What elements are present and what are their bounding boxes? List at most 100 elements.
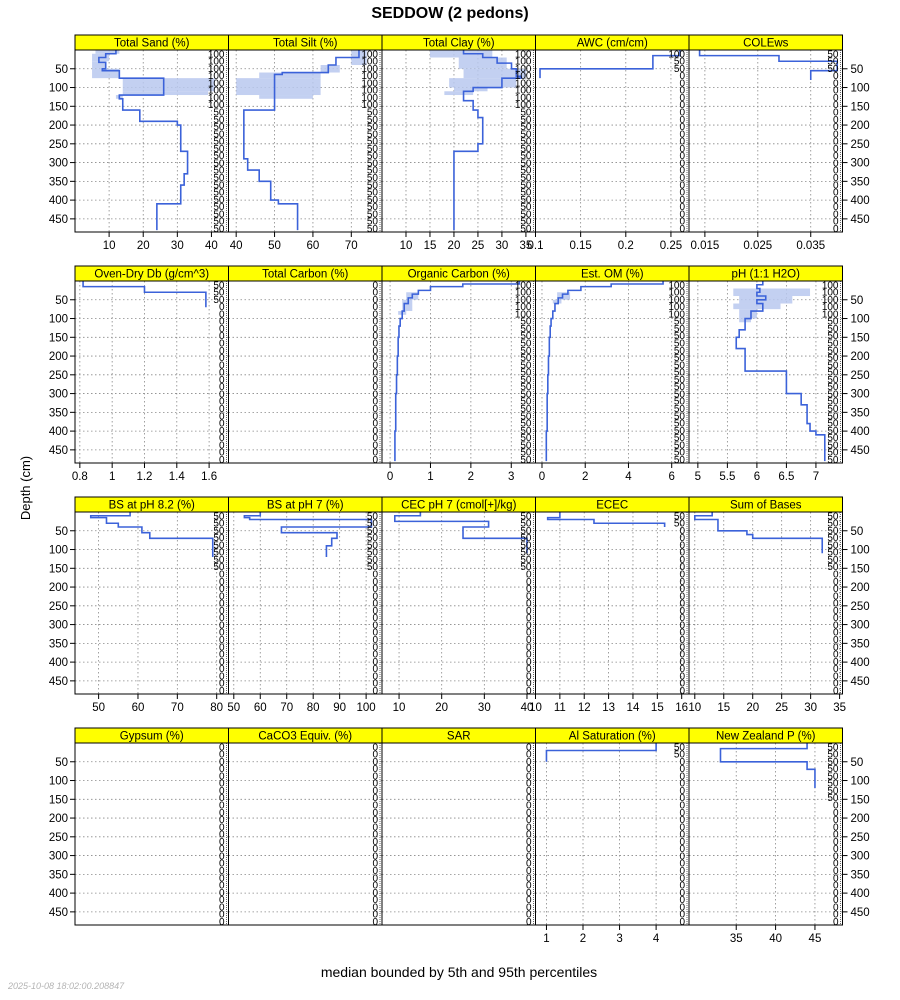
pct-label: 50 (213, 144, 225, 155)
pct-label: 50 (827, 455, 839, 466)
pct-label: 50 (520, 188, 532, 199)
pct-label: 50 (827, 317, 839, 328)
pct-label: 0 (219, 433, 225, 444)
pct-label: 0 (372, 389, 378, 400)
panel-12: BS at pH 7 (%)50505050505050500000000000… (227, 496, 383, 714)
pct-label: 0 (679, 642, 685, 653)
y-tick-label: 200 (851, 351, 870, 363)
x-tick-label: 35 (520, 240, 533, 252)
pct-label: 50 (367, 217, 379, 228)
pct-label: 0 (679, 129, 685, 140)
y-tick-label: 450 (851, 676, 870, 688)
pct-label: 50 (213, 122, 225, 133)
median-line (89, 512, 214, 558)
pct-label: 0 (372, 664, 378, 675)
pct-label: 0 (679, 613, 685, 624)
panel-frame (688, 280, 843, 464)
pct-label: 50 (367, 533, 379, 544)
panel-strip-label: Total Sand (%) (114, 38, 190, 50)
pct-label: 50 (827, 540, 839, 551)
median-line (546, 512, 666, 528)
pct-label: 50 (520, 448, 532, 459)
x-tick-label: 16 (675, 702, 688, 714)
pct-label: 50 (213, 166, 225, 177)
pct-label: 0 (526, 584, 532, 595)
pct-label: 0 (679, 902, 685, 913)
pct-label: 0 (372, 742, 378, 753)
pct-label: 0 (833, 613, 839, 624)
pct-label: 0 (526, 620, 532, 631)
x-tick-label: 0 (539, 471, 545, 483)
x-tick-label: 100 (357, 702, 376, 714)
y-tick-label: 100 (49, 83, 68, 95)
pct-label: 0 (679, 224, 685, 235)
pct-label: 0 (526, 613, 532, 624)
pct-label: 0 (372, 873, 378, 884)
pct-label: 0 (833, 866, 839, 877)
y-tick-label: 400 (851, 657, 870, 669)
pct-label: 50 (213, 202, 225, 213)
pct-label: 0 (372, 866, 378, 877)
pct-label: 50 (367, 166, 379, 177)
x-tick-label: 4 (625, 471, 632, 483)
pct-label: 0 (679, 540, 685, 551)
panel-strip-label: Gypsum (%) (120, 731, 184, 743)
y-tick-label: 100 (49, 314, 68, 326)
pct-label: 100 (515, 288, 532, 299)
pct-label: 0 (219, 764, 225, 775)
pct-label: 50 (213, 548, 225, 559)
pct-label: 0 (219, 657, 225, 668)
pct-label: 0 (679, 209, 685, 220)
x-tick-label: 7 (813, 471, 819, 483)
pct-label: 0 (679, 78, 685, 89)
x-tick-label: 1 (543, 933, 549, 945)
pct-label: 0 (526, 628, 532, 639)
pct-label: 50 (674, 404, 686, 415)
pct-label: 0 (833, 129, 839, 140)
pct-label: 0 (679, 895, 685, 906)
panel-strip-label: ECEC (596, 500, 628, 512)
pct-label: 0 (219, 742, 225, 753)
pct-label: 0 (372, 569, 378, 580)
pct-label: 0 (372, 888, 378, 899)
pct-label: 0 (219, 613, 225, 624)
pct-label: 0 (372, 440, 378, 451)
pct-label: 50 (213, 115, 225, 126)
pct-label: 0 (679, 844, 685, 855)
y-tick-label: 300 (851, 389, 870, 401)
y-tick-label: 250 (49, 370, 68, 382)
pct-label: 100 (668, 288, 685, 299)
y-tick-label: 400 (851, 426, 870, 438)
pct-label: 50 (367, 511, 379, 522)
pct-label: 50 (213, 129, 225, 140)
pct-label: 50 (827, 419, 839, 430)
pct-label: 0 (526, 859, 532, 870)
pct-label: 0 (372, 902, 378, 913)
median-line (453, 50, 522, 231)
pct-label: 0 (219, 346, 225, 357)
x-tick-label: 0.8 (72, 471, 88, 483)
pct-label: 0 (372, 606, 378, 617)
pct-label: 0 (219, 786, 225, 797)
pct-label: 50 (367, 173, 379, 184)
y-tick-label: 200 (49, 813, 68, 825)
pct-label: 0 (679, 599, 685, 610)
pct-label: 100 (208, 78, 225, 89)
pct-label: 50 (213, 209, 225, 220)
panel-frame (74, 742, 229, 926)
pct-label: 50 (674, 317, 686, 328)
pct-label: 100 (361, 57, 378, 68)
pct-label: 50 (674, 64, 686, 75)
pct-label: 50 (827, 562, 839, 573)
pct-label: 50 (213, 224, 225, 235)
pct-label: 50 (367, 180, 379, 191)
percentile-band (733, 303, 781, 310)
pct-labels: 1001001001001005050505050505050505050505… (668, 281, 686, 463)
pct-label: 100 (361, 64, 378, 75)
pct-label: 0 (679, 859, 685, 870)
pct-label: 0 (372, 786, 378, 797)
